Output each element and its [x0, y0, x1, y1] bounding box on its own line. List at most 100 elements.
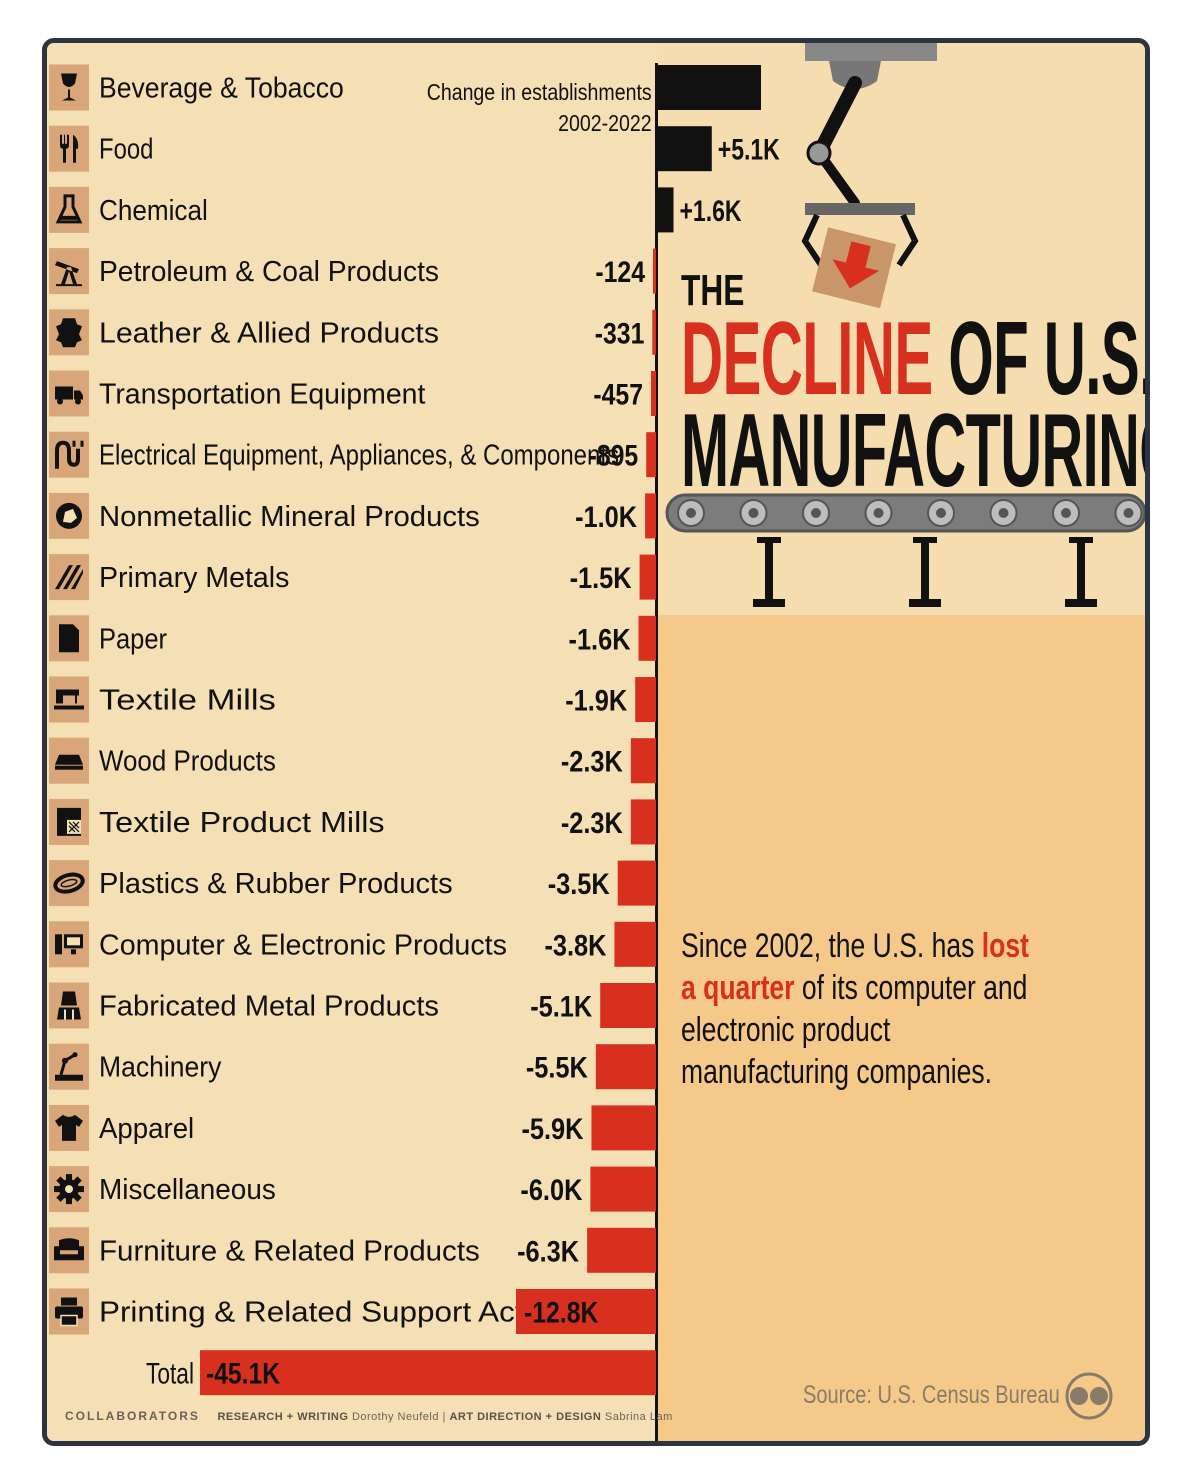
- insight-highlight: lost a quarter: [681, 927, 1029, 1007]
- value-label: -2.3K: [561, 746, 623, 779]
- category-label: Primary Metals: [99, 562, 289, 594]
- bar: [614, 921, 656, 967]
- roller-hub: [811, 508, 821, 518]
- chart-subtitle: Change in establishments 2002-2022: [427, 77, 652, 139]
- category-label: Computer & Electronic Products: [99, 929, 507, 961]
- category-label: Furniture & Related Products: [99, 1235, 480, 1267]
- bar: [617, 860, 656, 906]
- value-label: -2.3K: [561, 807, 623, 840]
- mineral-icon: [56, 502, 82, 529]
- source-text: Source: U.S. Census Bureau: [803, 1381, 1060, 1409]
- bar: [646, 432, 656, 478]
- bar: [656, 187, 674, 233]
- value-label: -1.0K: [575, 501, 637, 534]
- category-label: Food: [99, 134, 153, 166]
- category-label: Textile Mills: [99, 685, 276, 717]
- robot-arm-icon: [55, 1052, 83, 1081]
- total-value-label: -45.1K: [206, 1358, 280, 1391]
- gear-icon: [54, 1174, 84, 1205]
- roller-hub: [998, 508, 1009, 518]
- category-label: Plastics & Rubber Products: [99, 868, 453, 900]
- zero-axis-line: [655, 63, 658, 1441]
- title-line2: DECLINE OF U.S.: [681, 307, 1145, 411]
- value-label: -1.6K: [569, 623, 631, 656]
- armchair-icon: [54, 1238, 84, 1261]
- value-label: -5.5K: [526, 1052, 588, 1085]
- chart-panel: [47, 43, 657, 1441]
- bar-chart: Beverage & Tobacco +9.6K Food +5.1K Chemical…: [49, 64, 780, 1396]
- category-label: Electrical Equipment, Appliances, & Comp…: [99, 440, 619, 472]
- category-label: Fabricated Metal Products: [99, 991, 439, 1023]
- category-label: Machinery: [99, 1052, 222, 1084]
- category-label: Beverage & Tobacco: [99, 73, 344, 105]
- title-highlight: DECLINE: [681, 301, 933, 417]
- value-label: -3.8K: [544, 929, 606, 962]
- category-label: Leather & Allied Products: [99, 317, 439, 349]
- computer-icon: [55, 934, 83, 955]
- roller-hub: [936, 508, 946, 518]
- insight-part1: Since 2002, the U.S. has: [681, 927, 982, 965]
- value-label: -5.9K: [521, 1113, 583, 1146]
- wine-glass-icon: [61, 73, 77, 101]
- icon-tile: [49, 125, 89, 172]
- sewing-machine-icon: [54, 689, 84, 710]
- truck-icon: [55, 386, 83, 405]
- category-label: Textile Product Mills: [99, 807, 385, 839]
- bar: [590, 1166, 656, 1212]
- rubber-ring-icon: [53, 872, 85, 894]
- title-panel: [657, 43, 1145, 1441]
- bar: [630, 799, 656, 845]
- credits-separator: |: [442, 1411, 446, 1423]
- page-title: THE DECLINE OF U.S. MANUFACTURING: [681, 269, 1145, 504]
- bar: [653, 248, 656, 294]
- total-bar: [200, 1350, 656, 1396]
- value-label: -6.0K: [520, 1174, 582, 1207]
- bar: [635, 677, 656, 722]
- credits-research-name: Dorothy Neufeld: [351, 1411, 439, 1423]
- credits-design-label: ART DIRECTION + DESIGN: [449, 1411, 602, 1423]
- bar: [516, 1289, 656, 1334]
- bar: [595, 1044, 656, 1090]
- textile-icon: [57, 807, 81, 836]
- bar: [587, 1227, 656, 1273]
- infographic-frame: Beverage & Tobacco +9.6K Food +5.1K Chemical…: [42, 38, 1150, 1446]
- bar: [651, 371, 656, 416]
- value-label: +5.1K: [718, 134, 780, 167]
- value-label: -895: [589, 440, 639, 473]
- logo-icon: [1065, 1372, 1113, 1420]
- category-label: Apparel: [99, 1113, 194, 1145]
- bar: [591, 1105, 656, 1151]
- credits-design-name: Sabrina Lam: [604, 1411, 673, 1423]
- conveyor-rollers: [677, 499, 1143, 527]
- category-label: Nonmetallic Mineral Products: [99, 501, 480, 533]
- credits-heading: COLLABORATORS: [65, 1409, 200, 1423]
- bar: [639, 554, 656, 600]
- bar: [656, 126, 712, 172]
- icon-tile: [49, 676, 89, 723]
- value-label: -124: [595, 256, 645, 289]
- value-label: -1.9K: [565, 685, 627, 718]
- category-label: Paper: [99, 623, 167, 655]
- icon-tile: [49, 64, 89, 111]
- insight-panel: [657, 615, 1145, 1441]
- category-label: Petroleum & Coal Products: [99, 256, 439, 288]
- roller-hub: [686, 508, 696, 518]
- value-label: -12.8K: [524, 1297, 599, 1330]
- value-label: -457: [593, 379, 643, 412]
- flask-icon: [55, 194, 83, 224]
- roller-hub: [748, 508, 759, 518]
- value-label: -1.5K: [570, 562, 632, 595]
- title-line2-rest: OF U.S.: [932, 301, 1150, 417]
- value-label: -6.3K: [517, 1235, 579, 1268]
- oil-pump-icon: [55, 261, 82, 287]
- credits-research-label: RESEARCH + WRITING: [217, 1411, 349, 1423]
- leather-hide-icon: [56, 318, 82, 348]
- total-label: Total: [146, 1358, 194, 1391]
- printer-icon: [55, 1297, 83, 1327]
- metal-part-icon: [57, 991, 81, 1020]
- metal-bars-icon: [55, 565, 83, 590]
- category-label: Miscellaneous: [99, 1174, 276, 1206]
- icon-tile: [49, 554, 89, 601]
- roller-hub: [873, 508, 884, 518]
- roller-hub: [1061, 508, 1071, 518]
